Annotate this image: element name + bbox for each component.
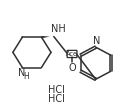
FancyBboxPatch shape	[67, 50, 77, 58]
Text: H: H	[23, 72, 29, 81]
Polygon shape	[41, 36, 50, 38]
Text: Ace: Ace	[66, 51, 78, 57]
Text: NH: NH	[51, 24, 66, 34]
Text: HCl: HCl	[48, 85, 65, 95]
Text: HCl: HCl	[48, 94, 65, 104]
Text: N: N	[93, 36, 100, 46]
Text: O: O	[68, 63, 76, 73]
Text: N: N	[18, 68, 26, 78]
